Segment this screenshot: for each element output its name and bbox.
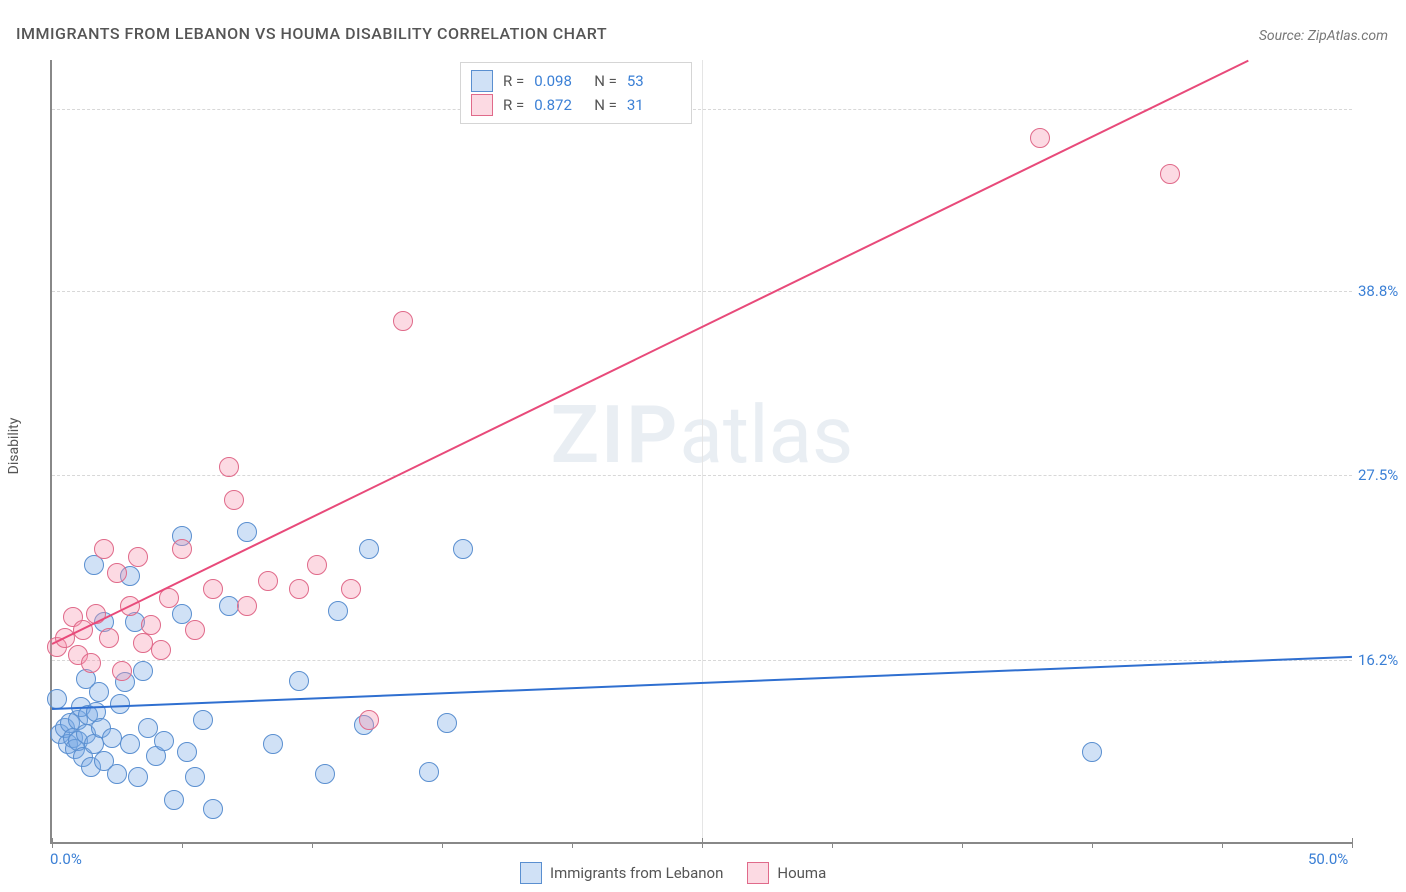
data-point-houma xyxy=(94,539,114,559)
data-point-houma xyxy=(307,555,327,575)
x-tick xyxy=(182,842,183,848)
trendline-houma xyxy=(52,60,1249,645)
data-point-lebanon xyxy=(359,539,379,559)
data-point-lebanon xyxy=(219,596,239,616)
legend-r-value-houma: 0.872 xyxy=(534,93,584,117)
data-point-lebanon xyxy=(177,742,197,762)
data-point-houma xyxy=(237,596,257,616)
data-point-lebanon xyxy=(203,799,223,819)
data-point-lebanon xyxy=(120,734,140,754)
data-point-houma xyxy=(1030,128,1050,148)
data-point-lebanon xyxy=(47,689,67,709)
x-tick-label: 0.0% xyxy=(50,850,82,868)
legend-n-value-houma: 31 xyxy=(627,93,677,117)
data-point-houma xyxy=(151,640,171,660)
legend-label-houma: Houma xyxy=(777,864,826,882)
series-legend: Immigrants from Lebanon Houma xyxy=(520,862,826,884)
data-point-lebanon xyxy=(315,764,335,784)
y-tick-label: 38.8% xyxy=(1358,282,1398,300)
data-point-houma xyxy=(112,661,132,681)
data-point-houma xyxy=(141,615,161,635)
x-tick xyxy=(1222,842,1223,848)
x-tick xyxy=(442,842,443,848)
data-point-lebanon xyxy=(419,762,439,782)
data-point-lebanon xyxy=(128,767,148,787)
data-point-lebanon xyxy=(328,601,348,621)
data-point-lebanon xyxy=(102,728,122,748)
data-point-lebanon xyxy=(437,713,457,733)
data-point-lebanon xyxy=(453,539,473,559)
legend-swatch-lebanon xyxy=(471,70,493,92)
data-point-houma xyxy=(224,490,244,510)
data-point-houma xyxy=(393,311,413,331)
data-point-houma xyxy=(133,633,153,653)
watermark-bold: ZIP xyxy=(551,388,680,482)
chart-title: IMMIGRANTS FROM LEBANON VS HOUMA DISABIL… xyxy=(16,24,607,43)
data-point-houma xyxy=(289,579,309,599)
source-credit: Source: ZipAtlas.com xyxy=(1259,28,1388,44)
data-point-lebanon xyxy=(185,767,205,787)
source-name: ZipAtlas.com xyxy=(1308,28,1388,44)
data-point-lebanon xyxy=(110,694,130,714)
legend-item-lebanon: Immigrants from Lebanon xyxy=(520,862,723,884)
legend-n-label: N = xyxy=(594,69,617,93)
data-point-houma xyxy=(341,579,361,599)
scatter-plot-area: ZIPatlas xyxy=(50,60,1352,844)
data-point-lebanon xyxy=(263,734,283,754)
legend-row-lebanon: R = 0.098 N = 53 xyxy=(471,69,677,93)
y-tick-label: 16.2% xyxy=(1358,651,1398,669)
data-point-houma xyxy=(107,563,127,583)
x-tick xyxy=(312,842,313,848)
data-point-lebanon xyxy=(289,671,309,691)
data-point-houma xyxy=(128,547,148,567)
data-point-lebanon xyxy=(154,731,174,751)
data-point-lebanon xyxy=(133,661,153,681)
watermark-rest: atlas xyxy=(679,388,853,482)
x-tick xyxy=(832,842,833,848)
legend-r-value-lebanon: 0.098 xyxy=(534,69,584,93)
legend-swatch-houma xyxy=(471,94,493,116)
x-tick xyxy=(572,842,573,848)
data-point-houma xyxy=(1160,164,1180,184)
legend-r-label: R = xyxy=(503,93,524,117)
correlation-legend: R = 0.098 N = 53 R = 0.872 N = 31 xyxy=(460,62,692,124)
x-tick xyxy=(1092,842,1093,848)
data-point-houma xyxy=(185,620,205,640)
legend-swatch-lebanon xyxy=(520,862,542,884)
gridline-vertical xyxy=(702,60,703,842)
source-label: Source: xyxy=(1259,28,1308,44)
legend-row-houma: R = 0.872 N = 31 xyxy=(471,93,677,117)
legend-n-label: N = xyxy=(594,93,617,117)
x-tick xyxy=(1352,838,1353,848)
data-point-lebanon xyxy=(1082,742,1102,762)
data-point-houma xyxy=(81,653,101,673)
data-point-lebanon xyxy=(107,764,127,784)
y-tick-label: 27.5% xyxy=(1358,466,1398,484)
legend-item-houma: Houma xyxy=(747,862,826,884)
x-tick-label: 50.0% xyxy=(1308,850,1348,868)
data-point-houma xyxy=(203,579,223,599)
data-point-houma xyxy=(219,457,239,477)
data-point-lebanon xyxy=(193,710,213,730)
x-tick xyxy=(702,838,703,848)
data-point-lebanon xyxy=(237,522,257,542)
legend-r-label: R = xyxy=(503,69,524,93)
legend-label-lebanon: Immigrants from Lebanon xyxy=(550,864,723,882)
x-tick xyxy=(962,842,963,848)
data-point-houma xyxy=(172,539,192,559)
data-point-houma xyxy=(258,571,278,591)
data-point-houma xyxy=(359,710,379,730)
y-axis-title: Disability xyxy=(6,418,22,475)
data-point-lebanon xyxy=(164,790,184,810)
data-point-houma xyxy=(99,628,119,648)
legend-n-value-lebanon: 53 xyxy=(627,69,677,93)
x-tick xyxy=(52,838,53,848)
legend-swatch-houma xyxy=(747,862,769,884)
